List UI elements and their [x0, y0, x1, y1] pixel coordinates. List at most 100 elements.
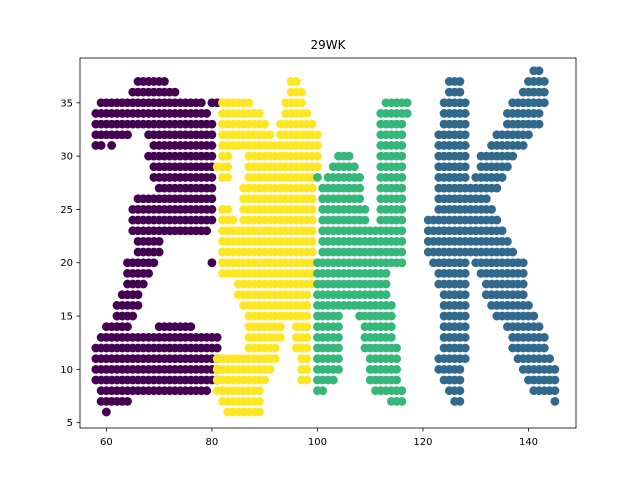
scatter-point [207, 205, 217, 214]
scatter-point [265, 364, 275, 374]
scatter-point [545, 354, 555, 364]
scatter-point [518, 268, 528, 278]
scatter-point [260, 119, 270, 129]
scatter-point [202, 226, 212, 236]
scatter-point [207, 119, 217, 129]
scatter-point [460, 141, 470, 150]
scatter-point [497, 173, 507, 182]
scatter-point [255, 396, 264, 406]
scatter-point [397, 386, 407, 396]
scatter-point [397, 396, 407, 406]
scatter-point [107, 141, 117, 150]
scatter-point [397, 205, 407, 214]
y-tick-label: 5 [67, 418, 73, 429]
scatter-point [455, 386, 465, 396]
scatter-point [302, 343, 312, 353]
scatter-point [455, 364, 465, 374]
scatter-point [487, 205, 496, 214]
scatter-point [307, 183, 317, 193]
y-tick-label: 10 [60, 365, 73, 376]
scatter-point [460, 343, 470, 353]
scatter-point [539, 98, 549, 108]
scatter-point [349, 162, 359, 172]
scatter-point [460, 98, 470, 108]
scatter-point [386, 311, 396, 321]
scatter-point [302, 375, 312, 385]
scatter-point [307, 194, 317, 204]
x-tick-label: 80 [206, 437, 219, 448]
scatter-point [212, 332, 222, 342]
scatter-point [503, 162, 512, 172]
scatter-point [492, 215, 502, 225]
x-tick-label: 100 [308, 437, 327, 448]
y-tick-label: 35 [60, 98, 73, 109]
scatter-point [270, 354, 280, 364]
scatter-point [392, 354, 401, 364]
y-tick-label: 30 [60, 152, 73, 163]
scatter-point [223, 205, 233, 214]
scatter-point [539, 77, 549, 86]
scatter-point [207, 173, 217, 182]
scatter-point [123, 130, 132, 140]
scatter-point [397, 258, 407, 268]
scatter-point [160, 77, 169, 86]
scatter-point [138, 279, 148, 289]
scatter-point [381, 279, 391, 289]
scatter-point [402, 109, 412, 118]
scatter-point [397, 215, 407, 225]
scatter-point [397, 194, 407, 204]
scatter-point [170, 87, 180, 97]
scatter-point [386, 332, 396, 342]
scatter-point [481, 194, 491, 204]
scatter-point [460, 322, 470, 332]
scatter-point [397, 119, 407, 129]
scatter-point [386, 300, 396, 310]
scatter-point [455, 396, 465, 406]
scatter-point [313, 141, 322, 150]
scatter-point [313, 162, 322, 172]
scatter-point [260, 375, 270, 385]
scatter-point [307, 226, 317, 236]
scatter-point [460, 311, 470, 321]
scatter-point [302, 332, 312, 342]
scatter-point [307, 215, 317, 225]
scatter-point [154, 247, 164, 257]
scatter-point [460, 119, 470, 129]
scatter-point [460, 354, 470, 364]
scatter-point [392, 375, 401, 385]
scatter-point [123, 396, 132, 406]
scatter-point [307, 247, 317, 257]
scatter-point [207, 151, 217, 161]
scatter-point [534, 66, 544, 76]
scatter-point [460, 290, 470, 300]
scatter-point [397, 141, 407, 150]
scatter-point [460, 268, 470, 278]
scatter-point [302, 300, 312, 310]
scatter-point [460, 279, 470, 289]
scatter-point [397, 183, 407, 193]
scatter-point [397, 237, 407, 246]
scatter-point [276, 332, 285, 342]
scatter-point [307, 237, 317, 246]
scatter-point [460, 109, 470, 118]
scatter-point [228, 215, 238, 225]
scatter-point [492, 183, 502, 193]
scatter-point [360, 215, 370, 225]
scatter-point [455, 375, 465, 385]
scatter-point [307, 205, 317, 214]
scatter-point [133, 300, 143, 310]
scatter-point [297, 87, 307, 97]
scatter-point [265, 130, 275, 140]
y-tick-label: 25 [60, 205, 73, 216]
scatter-point [460, 151, 470, 161]
scatter-point [207, 215, 217, 225]
scatter-point [355, 194, 365, 204]
scatter-point [460, 258, 470, 268]
scatter-point [397, 247, 407, 257]
scatter-point [360, 205, 370, 214]
scatter-point [313, 151, 322, 161]
scatter-point [334, 364, 343, 374]
scatter-point [302, 290, 312, 300]
scatter-point [133, 290, 143, 300]
scatter-point [524, 300, 533, 310]
